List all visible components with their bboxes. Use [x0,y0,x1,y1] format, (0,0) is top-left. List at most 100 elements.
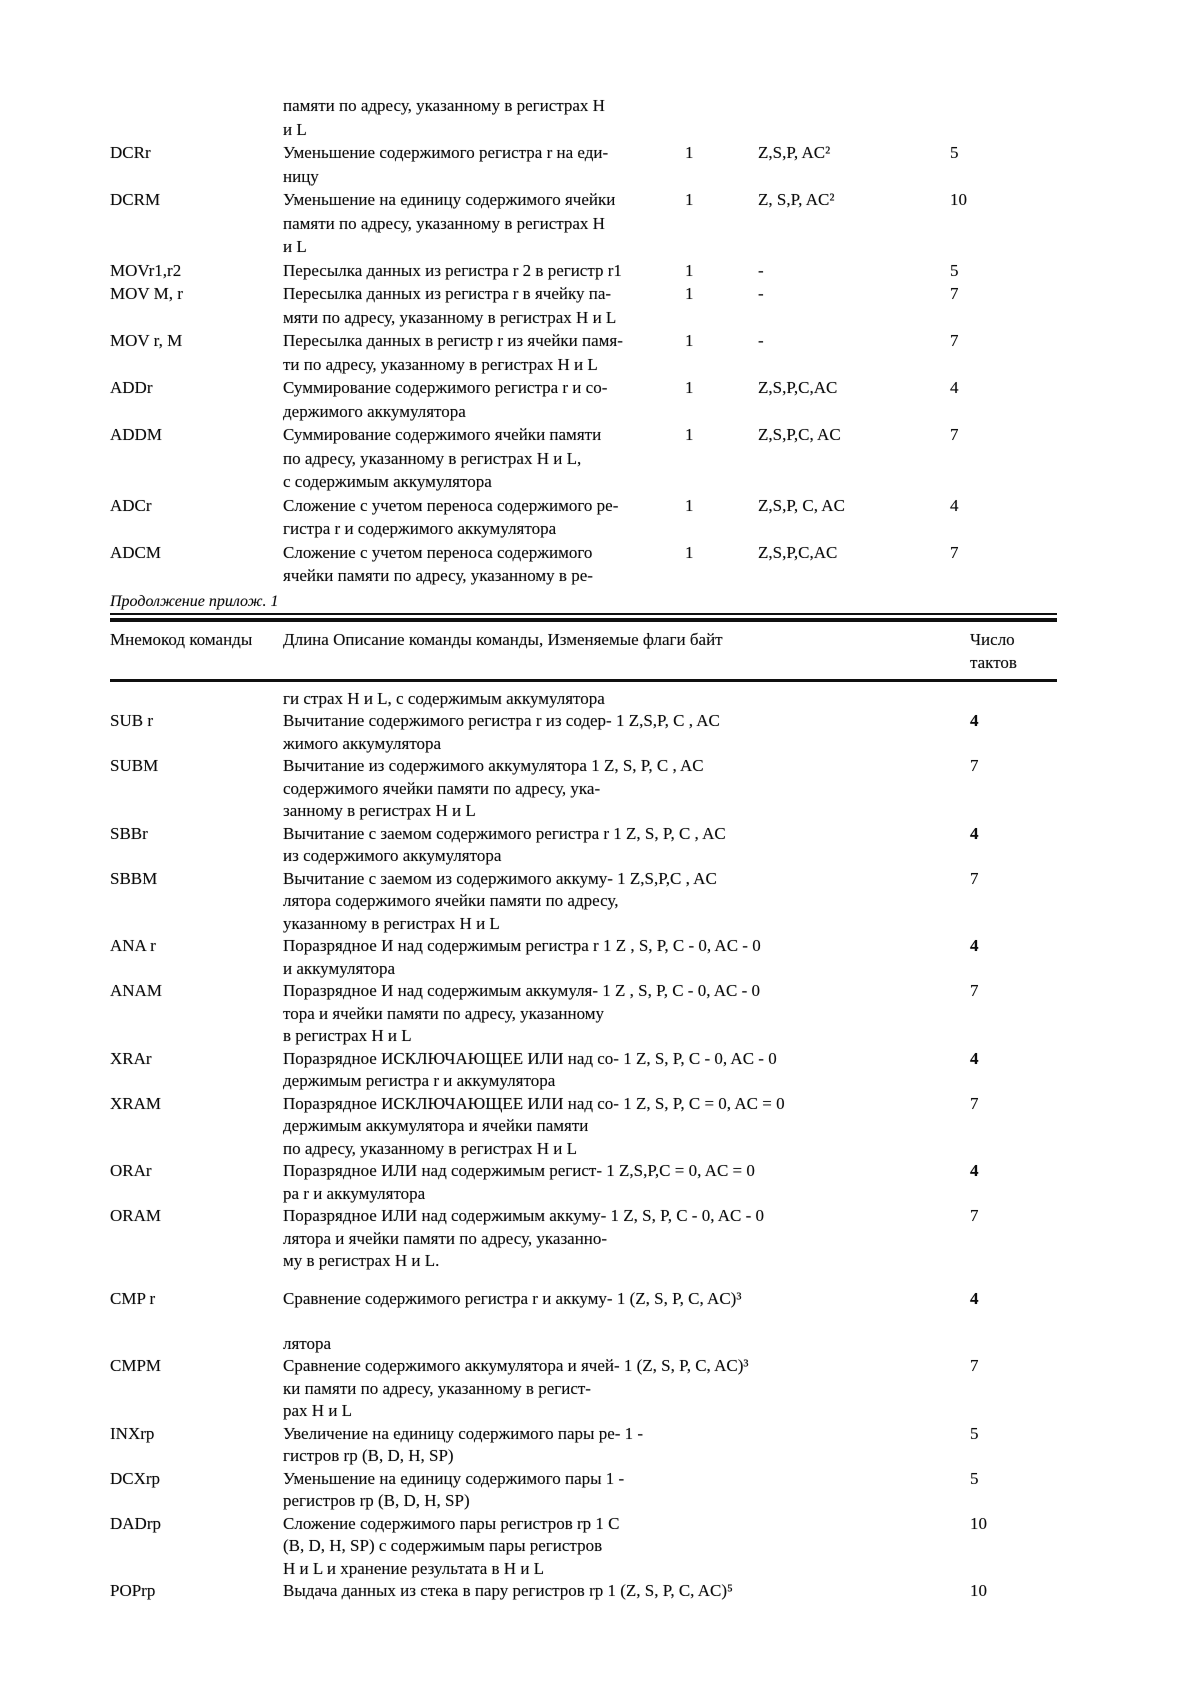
table-row: DCXrp Уменьшение на единицу содержимого п… [110,1468,1057,1513]
text-line: Поразрядное ИЛИ над содержимым регист- 1… [283,1161,755,1180]
text-line: Суммирование содержимого ячейки памяти [283,425,602,444]
flags-cell: Z, S,P, AC² [758,188,950,259]
text-line: ADDM [110,425,162,444]
length-cell: 1 [685,141,758,188]
mnemonic-cell: DCRr [110,141,283,188]
mnemonic-cell: ADDM [110,423,283,494]
text-line: INXrp [110,1423,155,1443]
length-cell: 1 [685,541,758,588]
cycles-cell: 7 [970,868,1057,936]
text-line: 4 [970,1048,979,1068]
cycles-cell: 7 [950,282,1057,329]
table-row: SUBM Вычитание из содержимого аккумулятор… [110,755,1057,823]
description-cell: Увеличение на единицу содержимого пары р… [283,1423,970,1468]
description-cell: Вычитание с заемом из содержимого аккуму… [283,868,970,936]
text-line: 7 [970,1093,979,1113]
text-line: ти по адресу, указанному в регистрах H и… [283,354,598,374]
length-cell: 1 [685,494,758,541]
text-line: 1 [685,331,694,350]
table-row: ORAr Поразрядное ИЛИ над содержимым регис… [110,1160,1057,1205]
table-row: DADrp Сложение содержимого пары регистров… [110,1513,1057,1581]
text-line: рах H и L [283,1401,353,1420]
text-line: Z,S,P,C,AC [758,378,838,397]
text-line: 4 [970,936,979,955]
text-line: - [758,260,764,280]
mnemonic-cell: MOV r, M [110,329,283,376]
table-row: ADDM Суммирование содержимого ячейки памя… [110,423,1057,494]
text-line: ADCM [110,542,162,562]
length-cell: 1 [685,259,758,283]
description-cell: Поразрядное ИСКЛЮЧАЮЩЕЕ ИЛИ над со- 1 Z,… [283,1093,970,1161]
description-cell: Поразрядное ИЛИ над содержимым аккуму- 1… [283,1205,970,1273]
mnemonic-cell: MOV M, r [110,282,283,329]
text-line: XRAr [110,1048,152,1068]
text-line: Сложение с учетом переноса содержимого р… [283,495,619,515]
text-line: 1 [685,378,694,397]
description-cell: Уменьшение на единицу содержимого пары 1… [283,1468,970,1513]
table-row: MOVr1,r2 Пересылка данных из регистра r 2… [110,259,1057,283]
text-line: гистра r и содержимого аккумулятора [283,519,557,538]
mnemonic-cell: DCRM [110,188,283,259]
text-line: 7 [950,542,959,562]
length-cell: 1 [685,188,758,259]
text-line: Поразрядное И над содержимым регистра r … [283,936,761,955]
text-line: 4 [970,711,979,730]
length-cell: 1 [685,329,758,376]
length-cell [685,94,758,141]
text-line: MOV r, M [110,331,183,350]
text-line: 10 [970,1513,987,1533]
cycles-cell: 7 [970,980,1057,1048]
flags-cell: Z,S,P, C, AC [758,494,950,541]
table-row: ANA r Поразрядное И над содержимым регист… [110,935,1057,980]
text-line: Z, S,P, AC² [758,190,835,209]
text-line: CMPM [110,1356,162,1375]
text-line [110,688,283,711]
instruction-table-continued-top: памяти по адресу, указанному в регистрах… [110,94,1057,588]
text-line: 4 [970,823,979,843]
text-line: мяти по адресу, указанному в регистрах H… [283,307,617,327]
table-row: ги страх H и L, с содержимым аккумулятор… [110,688,1057,711]
text-line: и L [283,237,307,256]
mnemonic-cell: DADrp [110,1513,283,1581]
cycles-cell [950,94,1057,141]
text-line: POPrp [110,1581,156,1600]
mnemonic-cell: SUB r [110,710,283,755]
mnemonic-cell: CMPM [110,1355,283,1423]
text-line: MOVr1,r2 [110,260,182,280]
text-line: 1 [685,190,694,209]
mnemonic-cell: ORAr [110,1160,283,1205]
description-cell: Вычитание из содержимого аккумулятора 1 … [283,755,970,823]
instruction-table-main: ги страх H и L, с содержимым аккумулятор… [110,688,1057,1603]
flags-cell [758,94,950,141]
mnemonic-cell: SBBr [110,823,283,868]
text-line [685,94,758,118]
description-cell: ги страх H и L, с содержимым аккумулятор… [283,688,970,711]
text-line: 1 [685,260,694,280]
mnemonic-cell: INXrp [110,1423,283,1468]
text-line: Вычитание с заемом из содержимого аккуму… [283,868,717,888]
text-line: 5 [950,143,959,162]
description-cell: Сложение с учетом переноса содержимого яч… [283,541,685,588]
text-line: лятора [283,1333,332,1353]
text-line [970,688,1057,711]
text-line: 5 [970,1423,979,1443]
text-line: Сравнение содержимого аккумулятора и яче… [283,1356,749,1375]
cycles-cell: 10 [970,1513,1057,1581]
text-line: ячейки памяти по адресу, указанному в ре… [283,566,593,585]
cycles-cell: 7 [950,541,1057,588]
text-line: Поразрядное ИСКЛЮЧАЮЩЕЕ ИЛИ над со- 1 Z,… [283,1093,785,1113]
description-cell: Суммирование содержимого регистра r и со… [283,376,685,423]
cycles-cell: 5 [950,259,1057,283]
text-line: Z,S,P,C,AC [758,542,838,562]
mnemonic-cell: ANAM [110,980,283,1048]
cycles-cell: 4 [970,1288,1057,1356]
cycles-cell: 4 [970,710,1057,755]
cycles-cell: 4 [970,823,1057,868]
cycles-cell: 4 [950,376,1057,423]
mnemonic-cell: ADCM [110,541,283,588]
cycles-cell: 7 [970,1205,1057,1273]
text-line: H и L и хранение результата в H и L [283,1558,545,1578]
length-cell: 1 [685,376,758,423]
mnemonic-cell: SUBM [110,755,283,823]
